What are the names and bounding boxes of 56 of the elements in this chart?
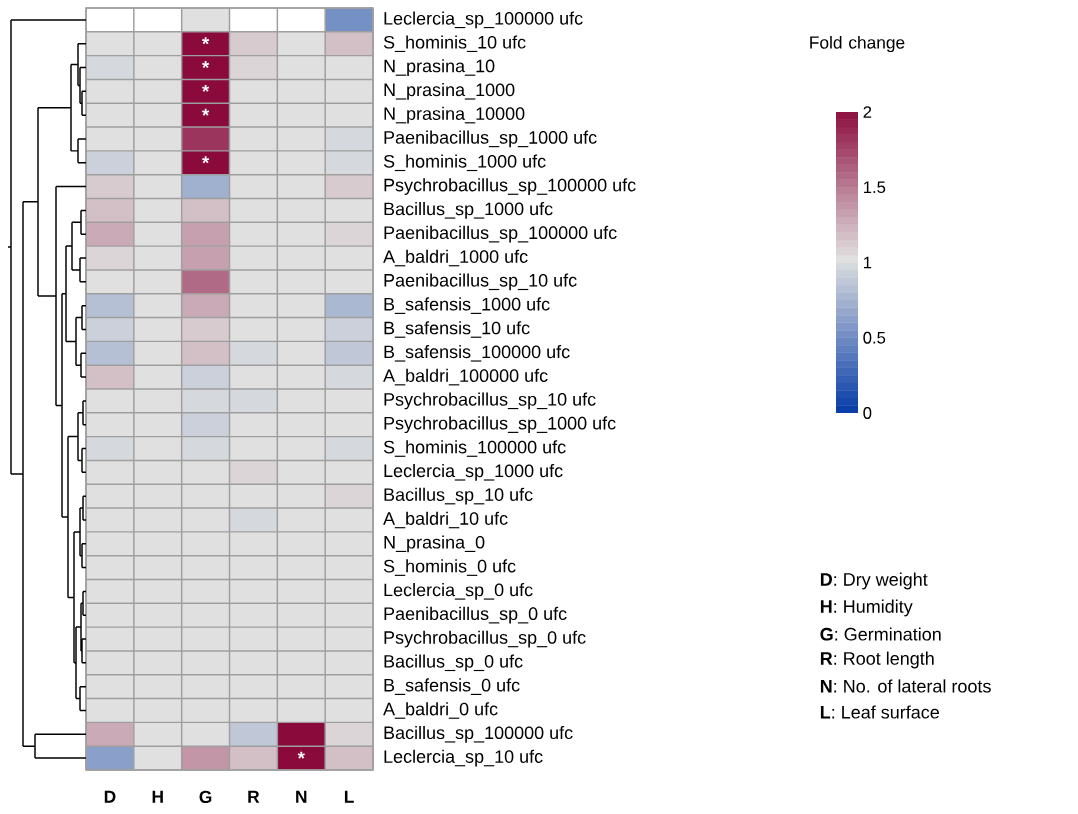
y-tick-label: A_baldri_100000 ufc bbox=[383, 368, 548, 386]
color-bar-label: 1.5 bbox=[864, 181, 886, 194]
y-tick-label: B_safensis_0 ufc bbox=[384, 678, 520, 695]
y-tick-label: N_prasina_0 bbox=[384, 535, 485, 553]
x-tick-label: H bbox=[152, 790, 163, 803]
y-tick-label: N_prasina_10000 bbox=[384, 106, 525, 124]
data-label: * bbox=[297, 751, 305, 759]
x-tick-label: R bbox=[248, 790, 260, 803]
y-tick-label: Psychrobacillus_sp_1000 ufc bbox=[384, 416, 616, 434]
y-tick-label: Psychrobacillus_sp_100000 ufc bbox=[384, 178, 636, 195]
y-tick-label: Leclercia_sp_100000 ufc bbox=[384, 11, 583, 29]
data-label: * bbox=[202, 61, 210, 69]
color-bar-label: 1 bbox=[864, 256, 872, 269]
y-tick-label: B_safensis_10 ufc bbox=[384, 321, 530, 338]
y-tick-label: Bacillus_sp_10 ufc bbox=[384, 487, 533, 505]
color-bar-label: 2 bbox=[863, 106, 872, 118]
y-tick-label: Psychrobacillus_sp_10 ufc bbox=[384, 392, 596, 410]
y-tick-label: S_hominis_0 ufc bbox=[383, 559, 516, 576]
text: L: Leaf surface bbox=[820, 705, 939, 719]
y-tick-label: A_baldri_0 ufc bbox=[383, 702, 498, 719]
x-tick-label: L bbox=[344, 790, 354, 803]
y-tick-label: S_hominis_100000 ufc bbox=[383, 440, 566, 457]
color-bar-label: 0 bbox=[863, 407, 872, 419]
y-tick-label: Bacillus_sp_100000 ufc bbox=[384, 725, 573, 743]
y-tick-label: Bacillus_sp_0 ufc bbox=[384, 654, 523, 672]
data-label: * bbox=[202, 108, 210, 116]
y-tick-label: B_safensis_1000 ufc bbox=[384, 297, 550, 314]
y-tick-label: Paenibacillus_sp_1000 ufc bbox=[384, 130, 597, 148]
data-label: * bbox=[202, 84, 210, 92]
text: R: Root length bbox=[820, 651, 934, 669]
color-bar-title: Fold change bbox=[810, 35, 905, 53]
y-tick-label: N_prasina_1000 bbox=[384, 82, 515, 100]
y-tick-label: Leclercia_sp_10 ufc bbox=[384, 749, 543, 767]
y-tick-label: A_baldri_10 ufc bbox=[383, 511, 508, 529]
x-tick-label: D bbox=[104, 790, 116, 803]
text: N: No. of lateral roots bbox=[820, 679, 991, 693]
y-tick-label: N_prasina_10 bbox=[384, 59, 495, 76]
x-tick-label: G bbox=[199, 790, 212, 803]
y-tick-label: A_baldri_1000 ufc bbox=[383, 249, 528, 267]
x-tick-label: N bbox=[296, 790, 307, 803]
y-tick-label: S_hominis_1000 ufc bbox=[383, 154, 546, 172]
y-tick-label: Leclercia_sp_1000 ufc bbox=[384, 463, 563, 481]
y-tick-label: Paenibacillus_sp_0 ufc bbox=[384, 606, 567, 624]
color-bar-label: 0.5 bbox=[863, 331, 886, 344]
y-tick-label: Paenibacillus_sp_100000 ufc bbox=[384, 225, 617, 243]
text: H: Humidity bbox=[820, 599, 913, 617]
data-label: * bbox=[202, 37, 210, 45]
y-tick-label: Bacillus_sp_1000 ufc bbox=[384, 202, 553, 219]
y-tick-label: S_hominis_10 ufc bbox=[383, 35, 526, 53]
data-label: * bbox=[202, 156, 210, 164]
y-tick-label: Paenibacillus_sp_10 ufc bbox=[384, 273, 577, 291]
text: G: Germination bbox=[820, 627, 941, 641]
y-tick-label: B_safensis_100000 ufc bbox=[384, 344, 570, 362]
y-tick-label: Psychrobacillus_sp_0 ufc bbox=[384, 630, 586, 648]
text: D: Dry weight bbox=[820, 572, 928, 590]
y-tick-label: Leclercia_sp_0 ufc bbox=[384, 583, 533, 600]
